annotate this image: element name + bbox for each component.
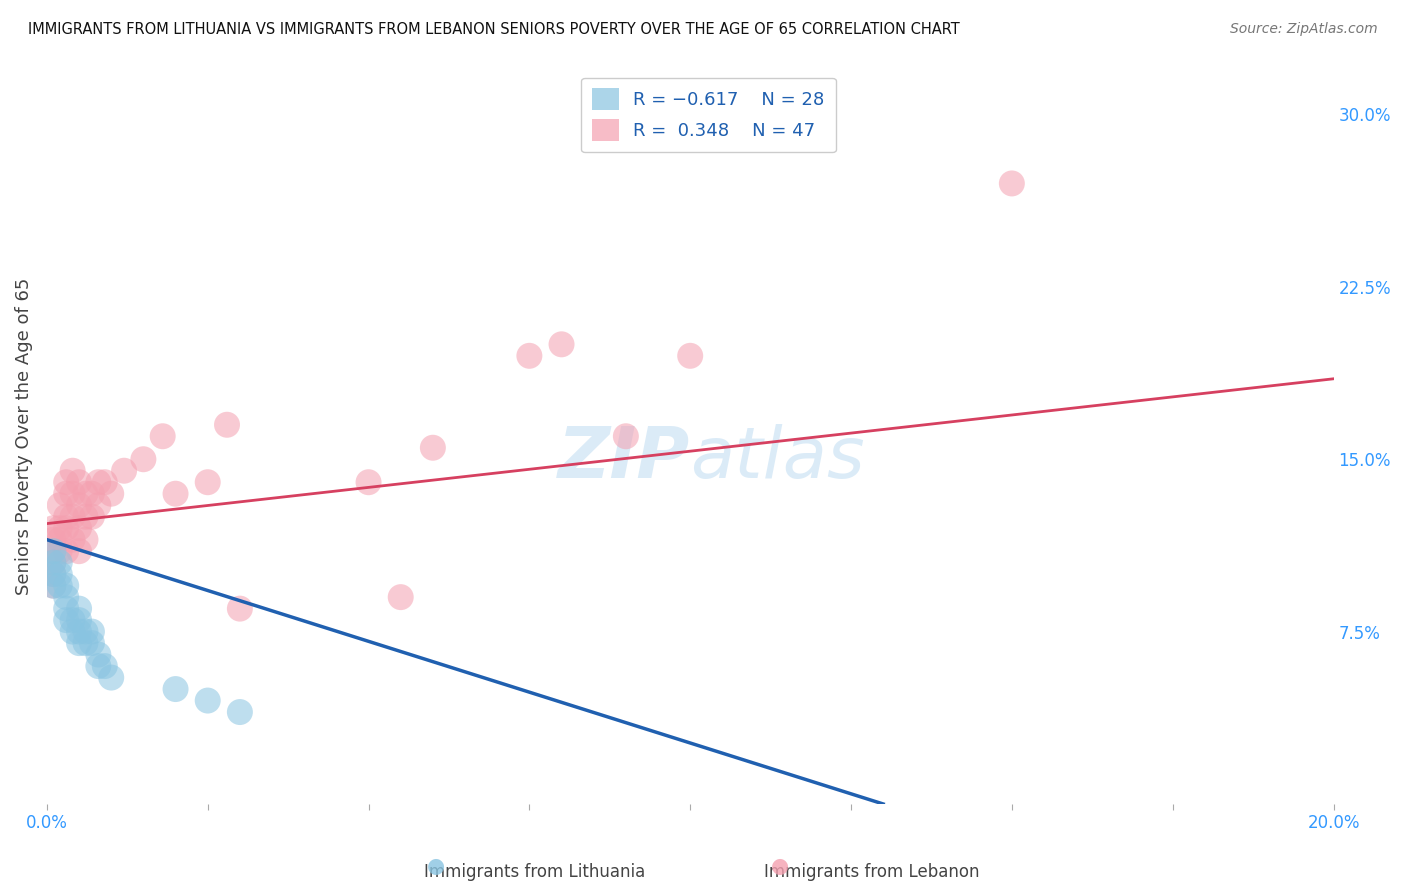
Point [67,544,90,558]
Point [75,486,97,500]
Point [165,486,187,500]
Point [62,486,84,500]
Point [80,624,103,639]
Point [94,659,117,673]
Point [55,613,77,627]
Point [389,590,412,604]
Point [55,509,77,524]
Point [55,521,77,535]
Point [49,533,72,547]
Point [49,544,72,558]
Text: ●: ● [772,856,789,876]
Point [42,533,65,547]
Point [100,486,122,500]
Point [42,567,65,582]
Point [55,590,77,604]
Point [229,601,252,615]
Text: ZIP: ZIP [558,424,690,492]
Point [229,705,252,719]
Point [80,486,103,500]
Text: Source: ZipAtlas.com: Source: ZipAtlas.com [1230,22,1378,37]
Point [87,498,110,512]
Point [42,544,65,558]
Text: Immigrants from Lithuania: Immigrants from Lithuania [423,863,645,881]
Legend: R = −0.617    N = 28, R =  0.348    N = 47: R = −0.617 N = 28, R = 0.348 N = 47 [581,78,835,153]
Point [55,475,77,490]
Point [87,475,110,490]
Text: Immigrants from Lebanon: Immigrants from Lebanon [763,863,980,881]
Y-axis label: Seniors Poverty Over the Age of 65: Seniors Poverty Over the Age of 65 [15,277,32,595]
Point [49,567,72,582]
Point [42,556,65,570]
Point [62,464,84,478]
Point [1001,177,1024,191]
Point [67,601,90,615]
Point [75,624,97,639]
Point [42,556,65,570]
Point [80,509,103,524]
Point [42,544,65,558]
Point [67,475,90,490]
Point [100,671,122,685]
Point [67,636,90,650]
Point [75,533,97,547]
Point [62,613,84,627]
Point [197,475,219,490]
Text: IMMIGRANTS FROM LITHUANIA VS IMMIGRANTS FROM LEBANON SENIORS POVERTY OVER THE AG: IMMIGRANTS FROM LITHUANIA VS IMMIGRANTS … [28,22,960,37]
Point [94,475,117,490]
Point [357,475,380,490]
Text: atlas: atlas [690,424,865,492]
Point [62,624,84,639]
Point [550,337,572,351]
Point [62,533,84,547]
Point [67,521,90,535]
Point [112,464,135,478]
Point [75,509,97,524]
Point [49,556,72,570]
Point [55,601,77,615]
Point [55,579,77,593]
Point [215,417,238,432]
Point [55,486,77,500]
Point [679,349,702,363]
Point [62,509,84,524]
Point [67,613,90,627]
Point [67,624,90,639]
Point [75,636,97,650]
Point [42,567,65,582]
Point [42,521,65,535]
Point [87,659,110,673]
Point [49,521,72,535]
Point [49,498,72,512]
Point [614,429,637,443]
Text: ●: ● [427,856,444,876]
Point [67,498,90,512]
Point [132,452,155,467]
Point [87,648,110,662]
Point [80,636,103,650]
Point [197,693,219,707]
Point [42,579,65,593]
Point [49,579,72,593]
Point [42,579,65,593]
Point [165,681,187,696]
Point [55,544,77,558]
Point [519,349,541,363]
Point [152,429,174,443]
Point [422,441,444,455]
